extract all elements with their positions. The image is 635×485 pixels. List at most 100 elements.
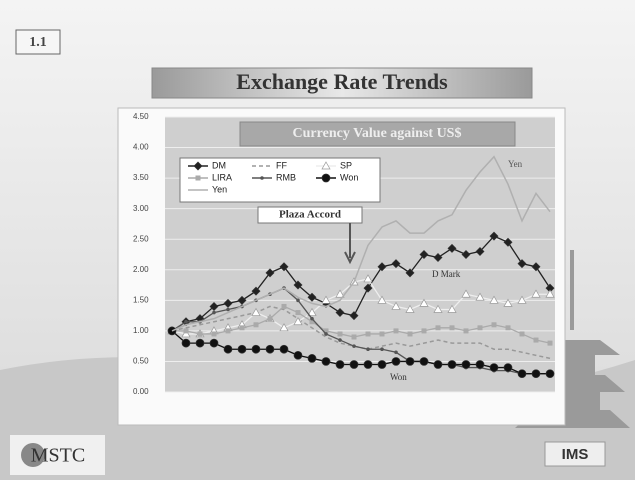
marker <box>489 363 499 372</box>
marker <box>433 304 443 313</box>
y-tick-label: 3.00 <box>133 204 149 213</box>
logo-circle <box>21 443 45 467</box>
annotation: Yen <box>508 159 523 169</box>
marker <box>335 289 345 298</box>
legend-label: Won <box>340 172 358 182</box>
marker <box>337 331 343 337</box>
marker <box>363 360 373 369</box>
marker <box>211 331 217 337</box>
marker <box>209 338 219 348</box>
annotation: Plaza Accord <box>279 209 341 221</box>
marker <box>366 347 370 352</box>
marker <box>307 292 317 302</box>
marker <box>380 347 384 352</box>
marker <box>519 331 525 337</box>
marker <box>475 246 485 256</box>
title-bar <box>151 67 533 99</box>
marker <box>307 354 317 363</box>
marker <box>393 328 399 334</box>
marker <box>533 337 539 343</box>
marker <box>181 329 191 338</box>
logo-left: MSTC <box>31 445 85 467</box>
marker <box>321 357 331 366</box>
marker <box>394 350 398 355</box>
legend-marker <box>321 161 331 170</box>
marker <box>365 331 371 337</box>
marker <box>279 323 289 332</box>
annotation: D Mark <box>432 269 461 279</box>
slide-number: 1.1 <box>29 35 47 50</box>
marker <box>545 369 555 379</box>
marker <box>363 283 373 293</box>
marker <box>547 340 553 346</box>
marker <box>226 307 230 312</box>
marker <box>251 307 261 316</box>
marker <box>195 338 205 348</box>
marker <box>209 301 219 311</box>
marker <box>281 303 287 309</box>
marker <box>323 328 329 334</box>
y-tick-label: 3.50 <box>133 173 149 182</box>
marker <box>223 344 233 354</box>
marker <box>295 310 301 316</box>
marker <box>433 253 443 263</box>
legend-marker <box>321 173 331 183</box>
lines <box>167 155 555 379</box>
marker <box>391 301 401 310</box>
marker <box>503 298 513 307</box>
marker <box>184 319 188 324</box>
y-tick-label: 0.50 <box>133 357 149 366</box>
marker <box>433 360 443 369</box>
marker <box>251 344 261 354</box>
marker <box>351 334 357 340</box>
marker <box>377 360 387 369</box>
marker <box>197 331 203 337</box>
marker <box>279 262 289 272</box>
marker <box>265 344 275 354</box>
marker <box>338 338 342 342</box>
y-tick-label: 4.50 <box>133 112 149 121</box>
legend-marker <box>193 161 203 171</box>
marker <box>517 369 527 379</box>
legend-marker <box>260 176 264 180</box>
y-tick-label: 4.00 <box>133 143 149 152</box>
marker <box>461 250 471 259</box>
marker <box>307 307 317 316</box>
legend-entries: DM FF SP LIRA RMB Won Yen <box>188 160 358 194</box>
y-tick-label: 2.00 <box>133 265 149 274</box>
marker <box>531 262 541 272</box>
marker <box>405 268 415 278</box>
legend <box>179 157 381 203</box>
marker <box>463 328 469 334</box>
chart-title: Currency Value against US$ <box>293 126 462 141</box>
marker <box>335 308 345 318</box>
marker <box>391 357 401 366</box>
marker <box>517 259 527 269</box>
marker <box>377 295 387 304</box>
marker <box>251 286 261 296</box>
marker <box>183 328 189 334</box>
series-line <box>171 330 550 375</box>
annotation: Won <box>390 372 407 382</box>
marker <box>237 344 247 354</box>
marker <box>239 325 245 331</box>
marker <box>419 298 429 307</box>
series-line <box>171 287 550 375</box>
marker <box>223 298 233 308</box>
marker <box>265 268 275 278</box>
marker <box>491 322 497 328</box>
marker <box>405 357 415 366</box>
marker <box>377 262 387 272</box>
marker <box>293 317 303 326</box>
marker <box>461 289 471 298</box>
marker <box>293 350 303 360</box>
marker <box>421 328 427 334</box>
y-tick-label: 2.50 <box>133 234 149 243</box>
series-line <box>171 305 551 360</box>
y-tick-label: 0.00 <box>133 387 149 396</box>
marker <box>237 295 247 305</box>
legend-label: FF <box>276 160 287 170</box>
series-line <box>171 278 550 335</box>
marker <box>379 331 385 337</box>
marker <box>419 357 429 366</box>
